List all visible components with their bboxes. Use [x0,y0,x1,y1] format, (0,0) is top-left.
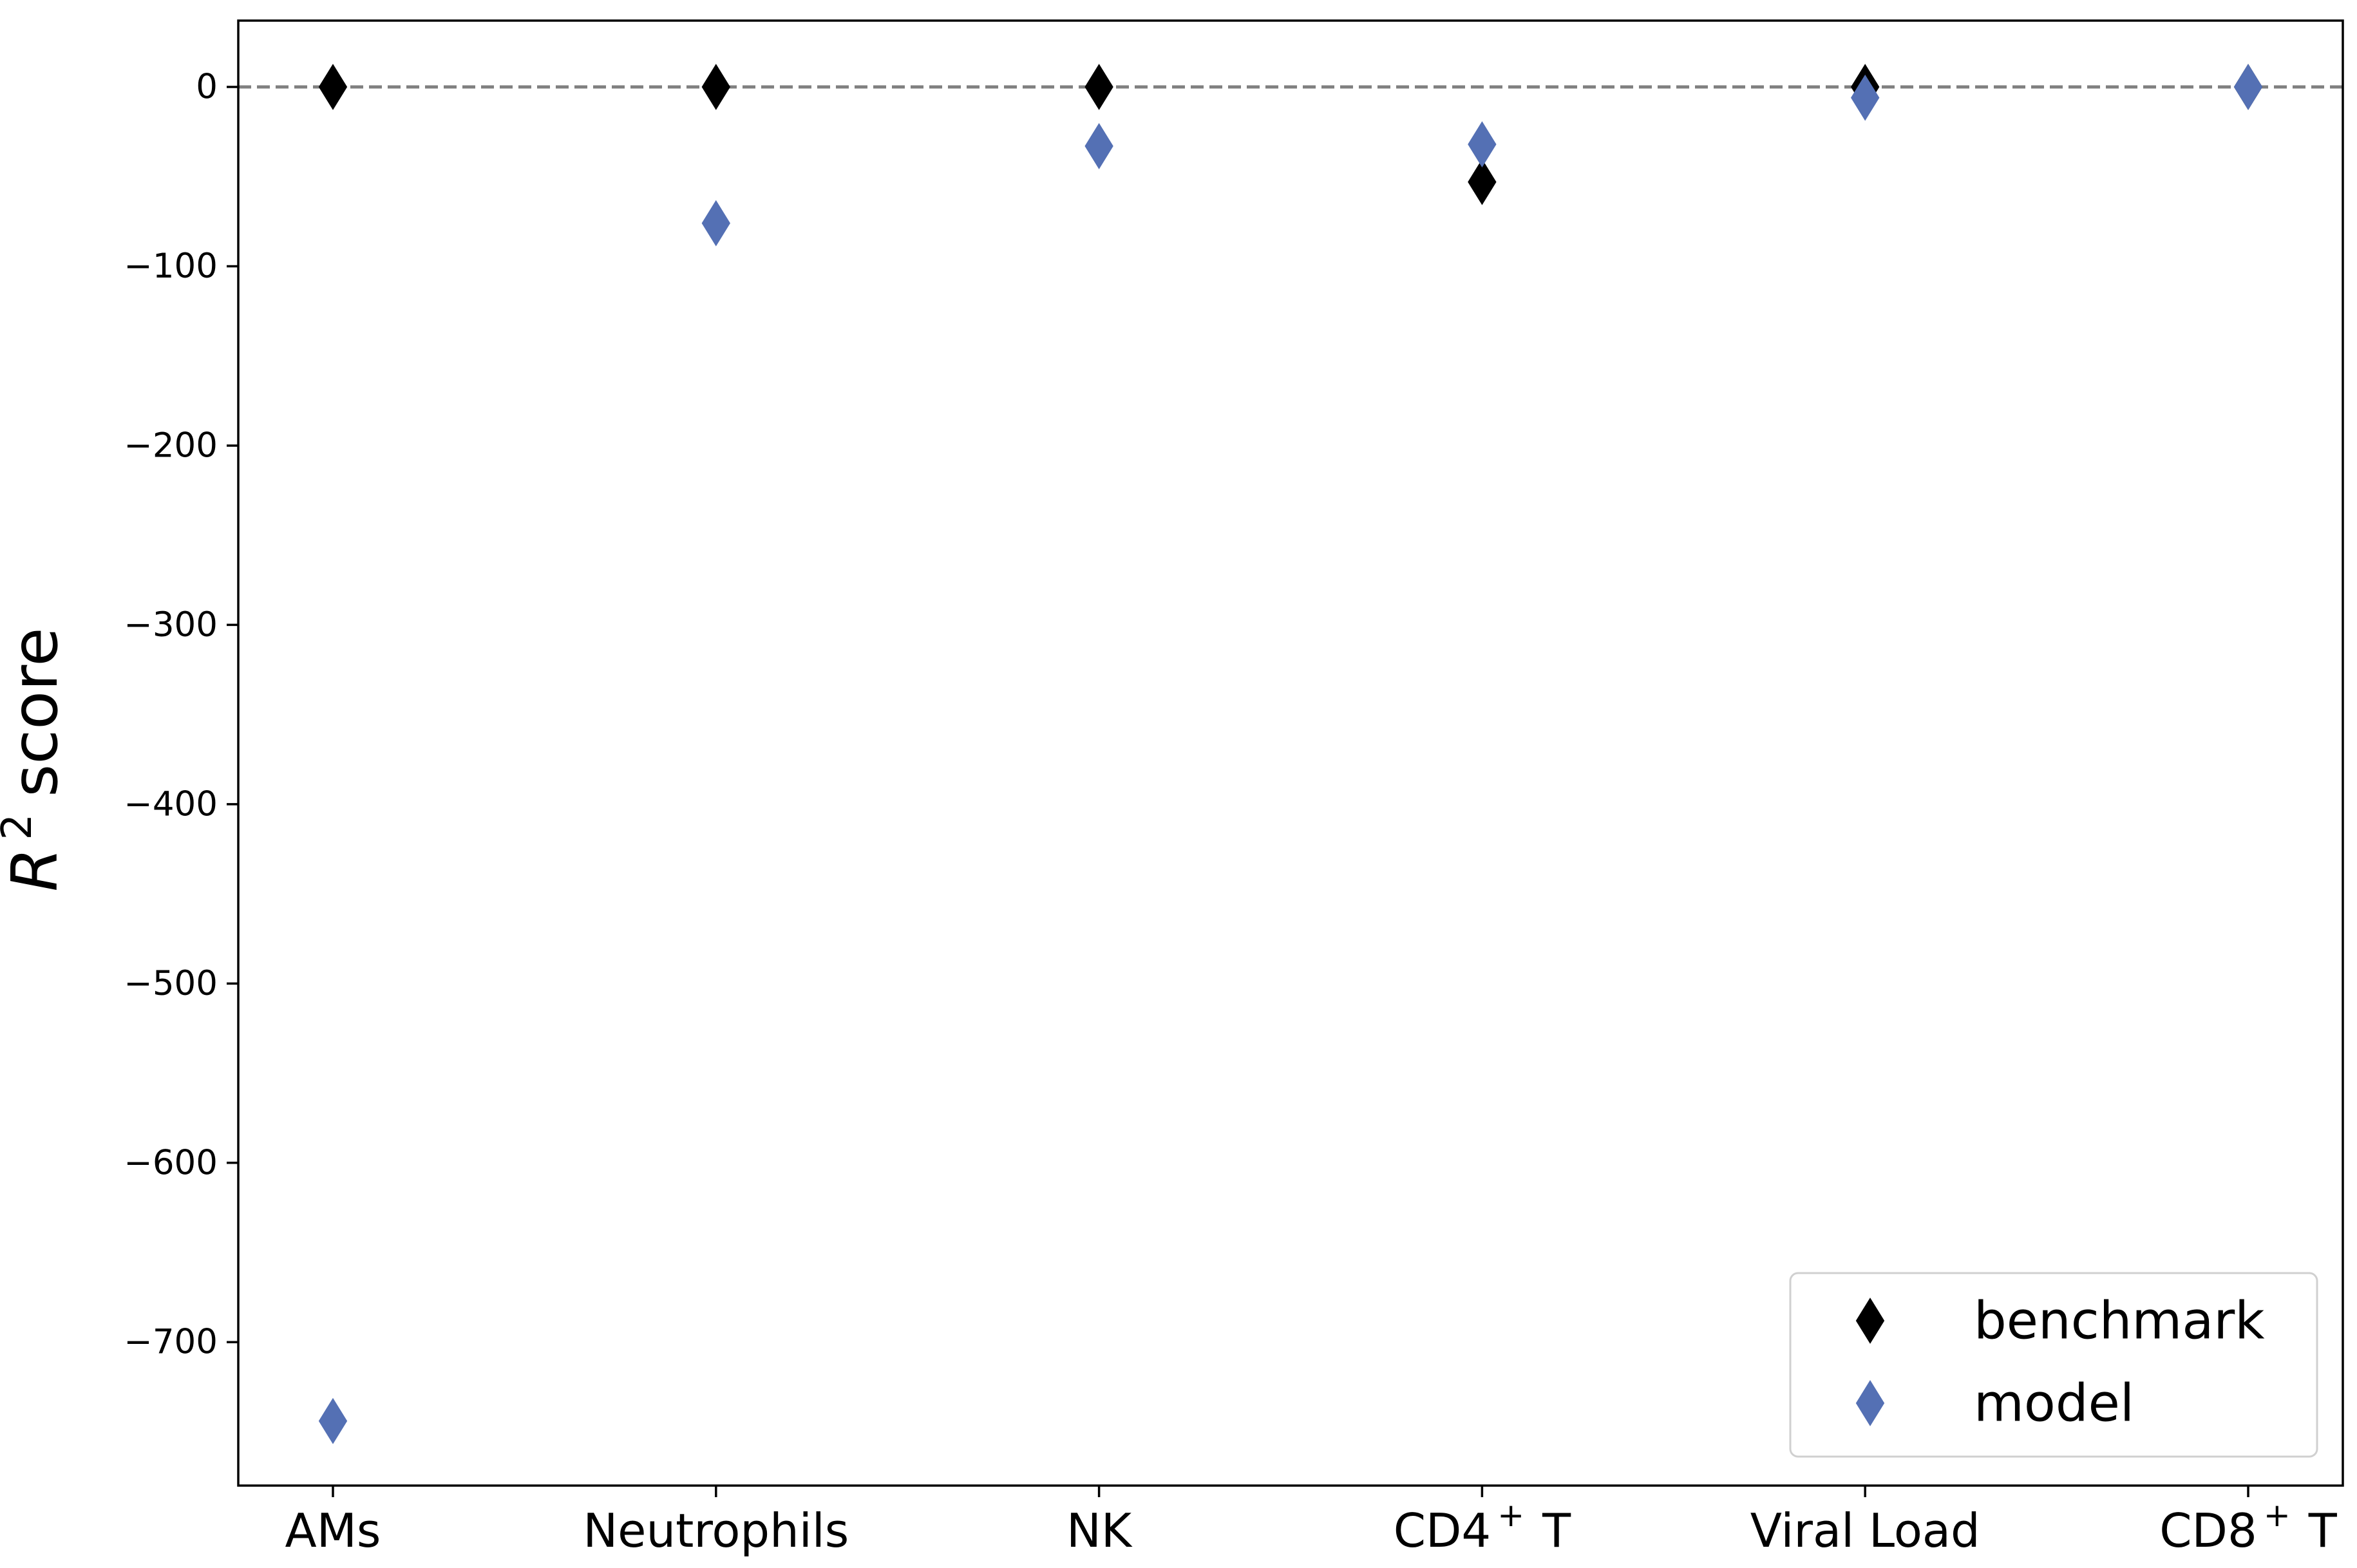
y-axis-label: R2score [0,627,72,891]
x-tick-label-5: CD8 + T [2159,1497,2337,1558]
model-marker-1 [701,200,730,247]
y-tick-label-7: −700 [124,1323,218,1362]
benchmark-marker-3 [1468,158,1497,205]
legend-label-benchmark: benchmark [1974,1291,2265,1351]
model-marker-2 [1084,123,1113,169]
model-marker-0 [318,1397,348,1444]
x-tick-label-0: AMs [285,1504,381,1558]
legend-marker-model [1855,1380,1885,1426]
plot-frame [237,19,2344,1487]
y-tick-label-5: −500 [124,964,218,1003]
x-tick-label-4: Viral Load [1750,1504,1980,1558]
benchmark-marker-0 [318,64,348,110]
legend-label-model: model [1974,1374,2134,1433]
x-tick-label-2: NK [1066,1504,1133,1558]
y-tick-label-6: −600 [124,1143,218,1182]
benchmark-marker-2 [1084,64,1113,110]
model-marker-5 [2233,64,2263,110]
legend-marker-benchmark [1855,1298,1885,1344]
benchmark-marker-1 [701,64,730,110]
model-marker-4 [1851,74,1880,121]
y-tick-label-1: −100 [124,247,218,286]
y-tick-label-2: −200 [124,426,218,465]
model-marker-3 [1468,121,1497,168]
y-tick-label-4: −400 [124,784,218,824]
y-tick-label-3: −300 [124,605,218,645]
x-tick-label-1: Neutrophils [583,1504,849,1558]
legend-box [1789,1272,2318,1458]
y-tick-label-0: 0 [196,68,218,107]
x-tick-label-3: CD4 + T [1394,1497,1571,1558]
